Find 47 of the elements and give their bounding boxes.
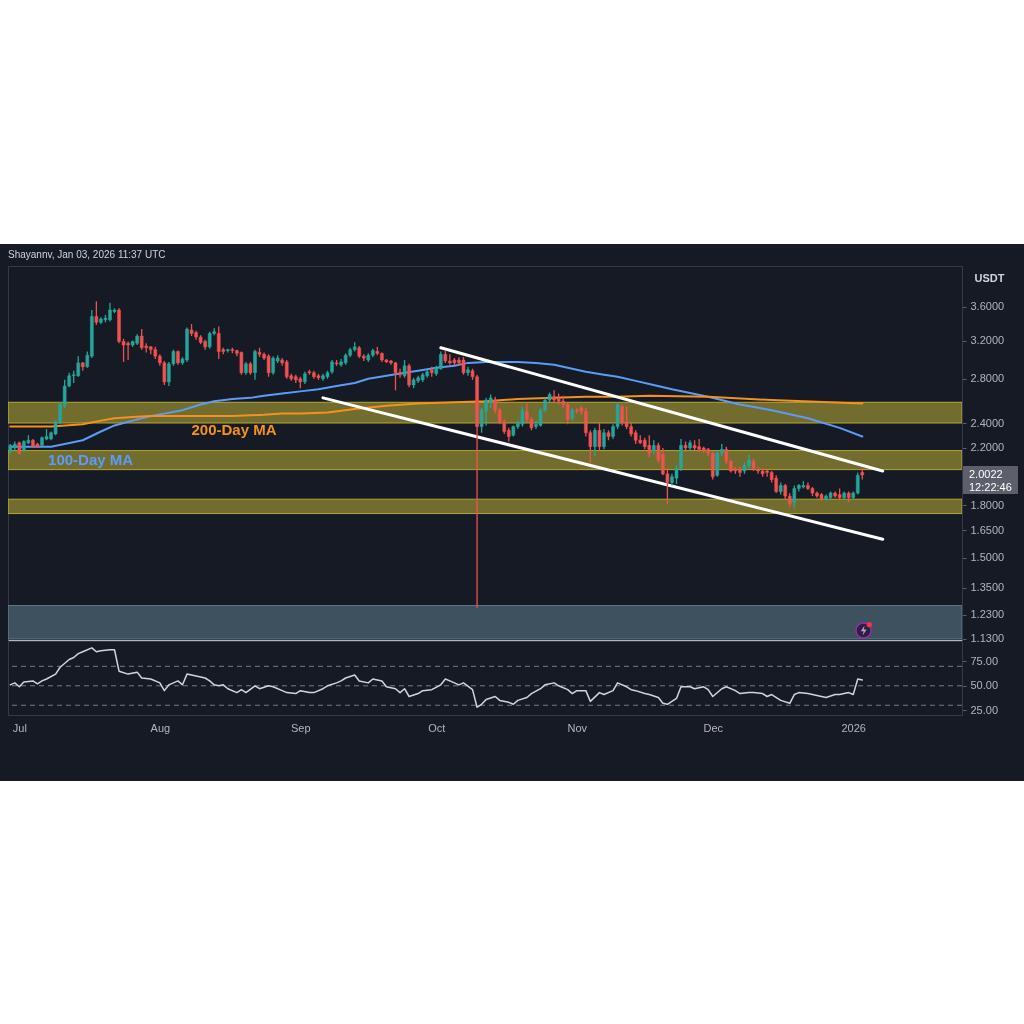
y-tick-label: 3.6000 (970, 300, 1005, 313)
x-tick-label: Oct (428, 721, 446, 734)
y-tick-label: 1.8000 (970, 499, 1005, 511)
candlestick (710, 451, 715, 481)
candlestick (647, 434, 652, 458)
text: Shayannv, Jan 03, 2026 11:37 UTC (8, 249, 166, 261)
y-tick-label: 2.4000 (970, 416, 1005, 429)
series-label: 200-Day MA (191, 420, 277, 438)
candlestick (139, 328, 144, 351)
y-tick-label: 25.00 (970, 703, 999, 716)
text: 2.0022 12:22:46 (969, 467, 1012, 493)
candlestick (565, 401, 570, 425)
y-tick-label: 2.8000 (970, 372, 1005, 385)
y-tick-label: 1.5000 (970, 551, 1005, 564)
y-axis-title: USDT (974, 271, 1005, 284)
candlestick (162, 360, 167, 386)
candlestick (597, 421, 602, 452)
y-tick-label: 50.00 (970, 679, 999, 692)
candlestick (792, 484, 797, 510)
candlestick (715, 449, 720, 478)
candlestick (284, 359, 289, 380)
candlestick (393, 361, 398, 391)
line-series (9, 647, 864, 708)
x-tick-label: Aug (150, 721, 171, 734)
x-tick-label: Sep (291, 721, 311, 734)
y-tick-label: 1.2300 (970, 608, 1005, 621)
series-label: 100-Day MA (48, 450, 134, 468)
candlestick (253, 348, 257, 381)
candlestick (216, 325, 221, 360)
y-tick-label: 1.6500 (970, 523, 1005, 536)
candlestick (239, 350, 244, 376)
candlestick (520, 406, 525, 428)
candlestick (94, 300, 99, 326)
x-tick-label: 2026 (841, 721, 866, 734)
candlestick (407, 363, 411, 388)
y-tick-label: 2.2000 (970, 441, 1005, 454)
y-tick-label: 1.1300 (970, 632, 1005, 645)
candlestick (76, 355, 80, 378)
y-tick-label: 3.2000 (970, 334, 1005, 347)
candlestick (593, 427, 597, 457)
x-tick-label: Dec (703, 721, 724, 734)
candlestick (602, 428, 606, 450)
x-tick-label: Nov (567, 721, 588, 734)
y-tick-label: 75.00 (970, 654, 999, 667)
x-tick-label: Jul (12, 721, 27, 734)
y-tick-label: 1.3500 (970, 581, 1005, 594)
candlestick (266, 353, 271, 378)
